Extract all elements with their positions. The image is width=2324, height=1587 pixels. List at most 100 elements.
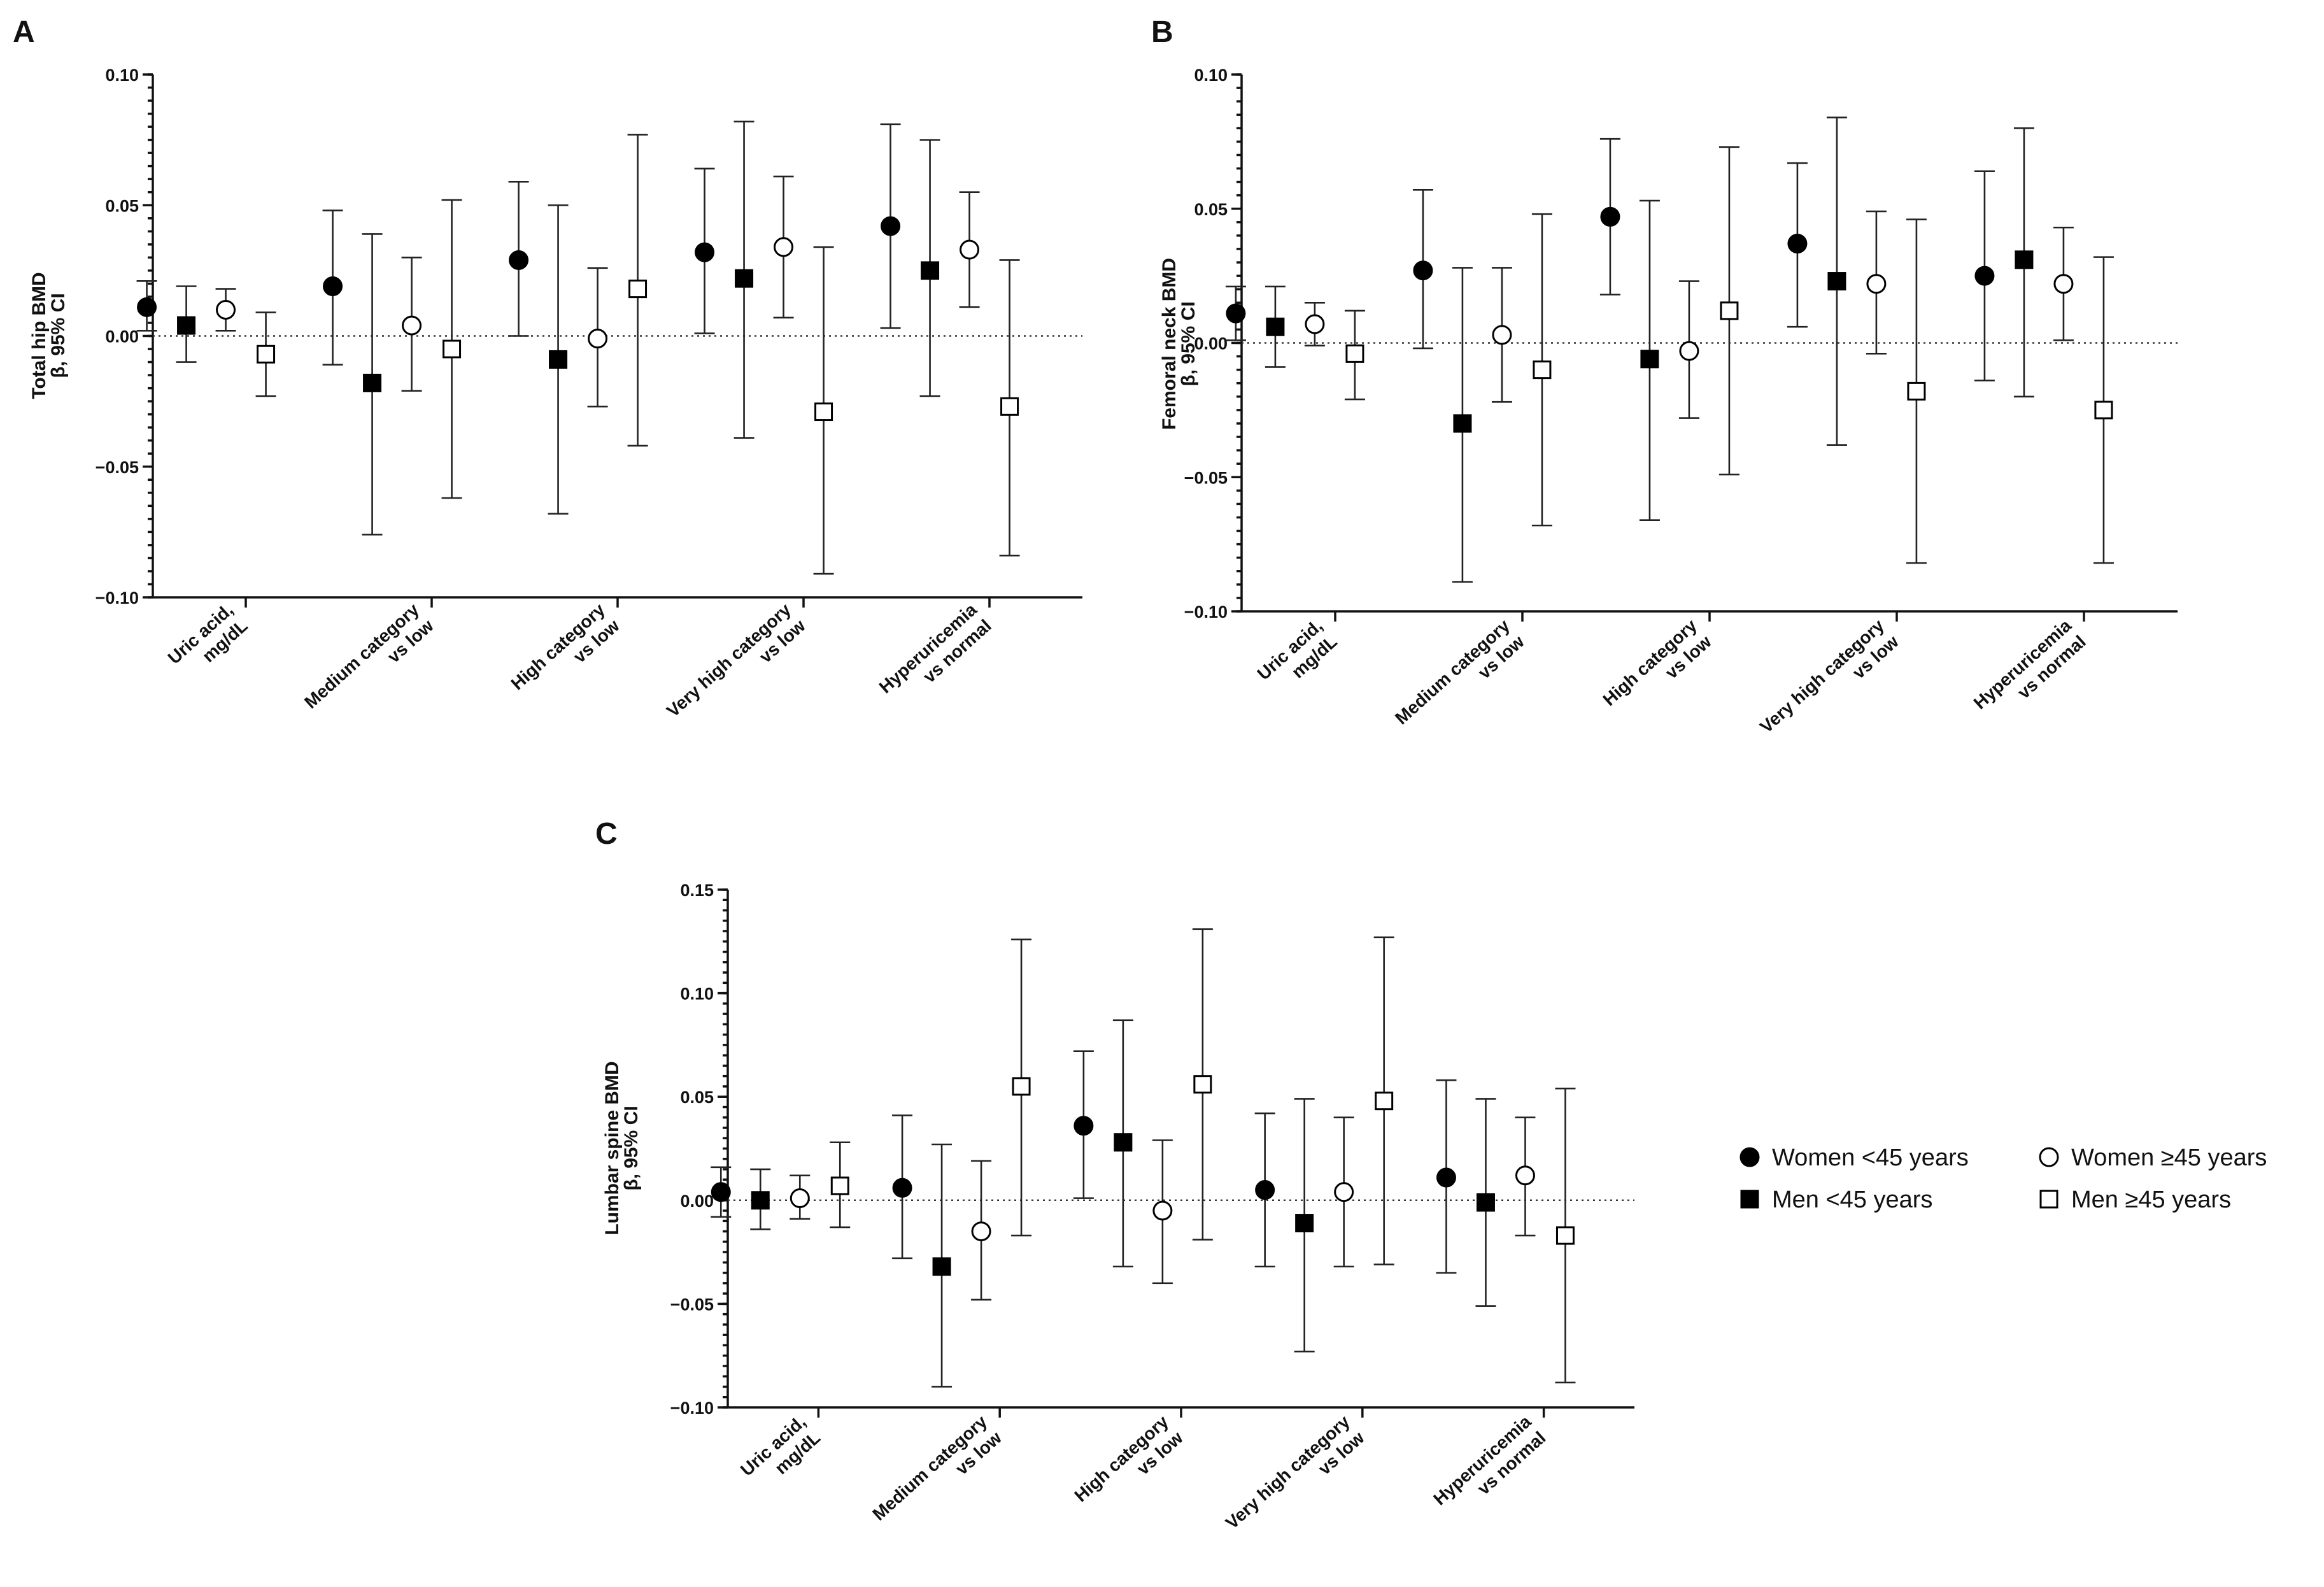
panel-c-ytick-label: 0.05 bbox=[680, 1088, 714, 1107]
panel-b-point-filled-square bbox=[1453, 414, 1472, 433]
panel-b-point-filled-circle bbox=[1413, 260, 1433, 281]
panel-c-point-filled-circle bbox=[892, 1178, 912, 1198]
legend-item: Women <45 years bbox=[1739, 1144, 1969, 1171]
panel-c-ylabel-line-1: Lumbar spine BMD bbox=[602, 1061, 623, 1235]
panel-b-ytick-label: 0.10 bbox=[1194, 66, 1228, 85]
legend-label: Men ≥45 years bbox=[2071, 1186, 2231, 1213]
panel-c-point-open-circle bbox=[1334, 1182, 1354, 1202]
legend-label: Women ≥45 years bbox=[2071, 1144, 2267, 1171]
panel-c-ytick-label: −0.05 bbox=[670, 1295, 714, 1314]
panel-a-category-label: Uric acid,mg/dL bbox=[164, 599, 252, 667]
panel-a-point-filled-circle bbox=[695, 242, 715, 262]
panel-b-point-open-circle bbox=[1679, 341, 1699, 361]
panel-b-point-filled-circle bbox=[1787, 234, 1808, 254]
panel-a-point-open-square bbox=[443, 339, 462, 359]
panel-c-point-filled-square bbox=[932, 1257, 951, 1276]
panel-c-point-open-square bbox=[830, 1176, 849, 1195]
panel-b-point-open-square bbox=[1345, 344, 1364, 363]
panel-c-letter: C bbox=[595, 817, 618, 851]
panel-b-point-filled-square bbox=[1640, 350, 1659, 369]
panel-b-point-open-square bbox=[2094, 401, 2113, 420]
legend-marker-filled-square bbox=[1740, 1190, 1759, 1209]
panel-c-ytick-label: 0.00 bbox=[680, 1192, 714, 1211]
panel-c-point-open-square bbox=[1375, 1092, 1394, 1111]
panel-c-point-open-circle bbox=[1515, 1165, 1535, 1186]
panel-b-category-label: Uric acid,mg/dL bbox=[1254, 615, 1341, 683]
panel-a-point-filled-square bbox=[363, 373, 382, 392]
panel-b-point-open-circle bbox=[2053, 274, 2074, 294]
legend-marker-open-circle bbox=[2039, 1147, 2059, 1167]
panel-b-ytick-label: −0.05 bbox=[1184, 468, 1228, 487]
panel-a-point-filled-circle bbox=[323, 276, 343, 297]
panel-b-point-open-circle bbox=[1492, 325, 1512, 345]
panel-c-point-open-circle bbox=[1152, 1200, 1173, 1221]
panel-c-point-filled-circle bbox=[1436, 1167, 1456, 1188]
panel-b-point-filled-square bbox=[1827, 272, 1846, 291]
legend: Women <45 years Women ≥45 years Men <45 ye… bbox=[1739, 1144, 2267, 1213]
legend-item: Men <45 years bbox=[1740, 1186, 1932, 1213]
panel-a-point-open-square bbox=[1000, 397, 1019, 416]
panel-a-point-filled-circle bbox=[137, 297, 157, 317]
panel-a-ylabel-line-1: Total hip BMD bbox=[29, 272, 50, 399]
panel-a-letter: A bbox=[13, 15, 35, 49]
panel-a-point-open-circle bbox=[960, 239, 980, 260]
panel-a-point-filled-circle bbox=[509, 250, 529, 270]
legend-marker-filled-circle bbox=[1739, 1147, 1760, 1167]
panel-b-point-open-circle bbox=[1305, 314, 1325, 334]
panel-a-ytick-label: 0.00 bbox=[105, 327, 139, 346]
panel-c-point-open-square bbox=[1555, 1226, 1575, 1245]
panel-b-point-filled-circle bbox=[1600, 206, 1620, 227]
panel-a-point-filled-square bbox=[921, 261, 940, 280]
panel-a-ytick-label: −0.10 bbox=[96, 588, 139, 608]
panel-a-point-filled-square bbox=[549, 350, 568, 369]
panel-c-point-filled-circle bbox=[711, 1182, 731, 1202]
panel-a-point-open-square bbox=[814, 402, 833, 422]
panel-a-point-open-circle bbox=[216, 299, 236, 320]
legend-item: Men ≥45 years bbox=[2039, 1186, 2231, 1213]
panel-b-point-open-square bbox=[1533, 360, 1552, 380]
panel-c-point-open-square bbox=[1012, 1077, 1031, 1096]
panel-c-point-open-circle bbox=[971, 1221, 991, 1242]
legend-item: Women ≥45 years bbox=[2039, 1144, 2267, 1171]
panel-c-ytick-label: −0.10 bbox=[670, 1398, 714, 1418]
panel-a-point-filled-square bbox=[177, 316, 196, 335]
panel-c-point-filled-square bbox=[751, 1191, 770, 1210]
panel-b-point-filled-circle bbox=[1974, 266, 1995, 286]
panel-b-ytick-label: 0.05 bbox=[1194, 200, 1228, 219]
panel-c-point-filled-square bbox=[1476, 1193, 1495, 1212]
panel-b-point-filled-square bbox=[1266, 317, 1285, 336]
legend-label: Women <45 years bbox=[1772, 1144, 1969, 1171]
panel-a-point-open-square bbox=[628, 280, 648, 299]
panel-b-point-open-square bbox=[1720, 301, 1739, 320]
panel-c-point-open-square bbox=[1193, 1075, 1212, 1094]
legend-marker-open-square bbox=[2039, 1190, 2058, 1209]
panel-b-ylabel-line-2: β, 95% CI bbox=[1178, 301, 1199, 386]
panel-b-point-open-circle bbox=[1866, 274, 1887, 294]
panel-c-point-open-circle bbox=[790, 1188, 810, 1209]
panel-a-point-open-circle bbox=[402, 315, 422, 336]
panel-b-letter: B bbox=[1151, 15, 1173, 49]
panel-c-point-filled-circle bbox=[1255, 1180, 1275, 1200]
panel-b-ytick-label: −0.10 bbox=[1184, 602, 1228, 622]
panel-a-point-filled-square bbox=[735, 269, 754, 288]
panel-c-ylabel-line-2: β, 95% CI bbox=[621, 1106, 642, 1190]
panel-a-ytick-label: 0.10 bbox=[105, 66, 139, 85]
panel-a-ylabel-line-2: β, 95% CI bbox=[48, 293, 69, 378]
panel-c-ytick-label: 0.10 bbox=[680, 985, 714, 1004]
panel-b-point-filled-square bbox=[2015, 250, 2034, 269]
